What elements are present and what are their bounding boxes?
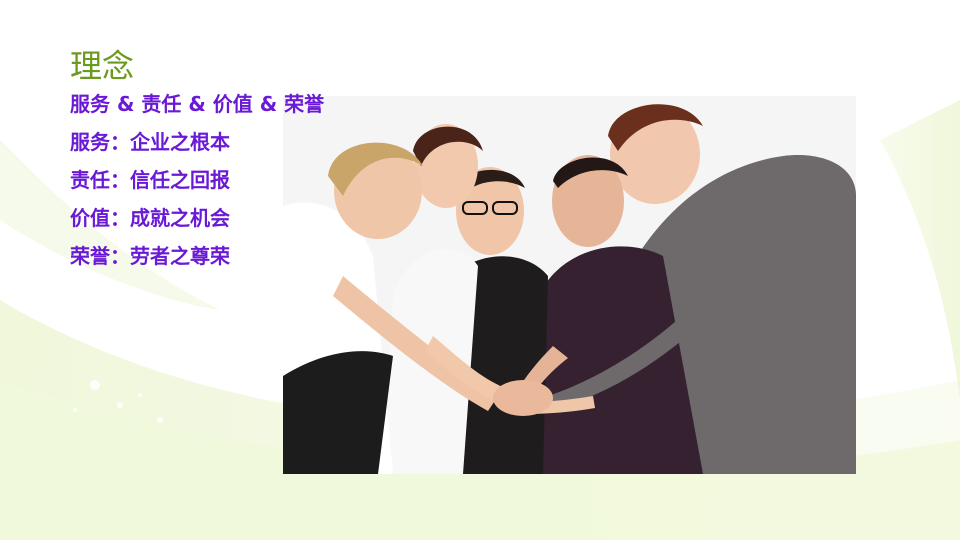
headline-text: 服务 & 责任 & 价值 & 荣誉 xyxy=(70,92,325,116)
team-hands-together-photo xyxy=(283,96,856,474)
bullet-list: 服务 & 责任 & 价值 & 荣誉 服务：企业之根本 责任：信任之回报 价值：成… xyxy=(70,91,324,281)
slide-title: 理念 xyxy=(70,47,135,85)
list-item: 价值：成就之机会 xyxy=(70,206,230,230)
list-item: 责任：信任之回报 xyxy=(70,168,230,192)
list-item: 服务：企业之根本 xyxy=(70,130,230,154)
list-item: 荣誉：劳者之尊荣 xyxy=(70,244,230,268)
